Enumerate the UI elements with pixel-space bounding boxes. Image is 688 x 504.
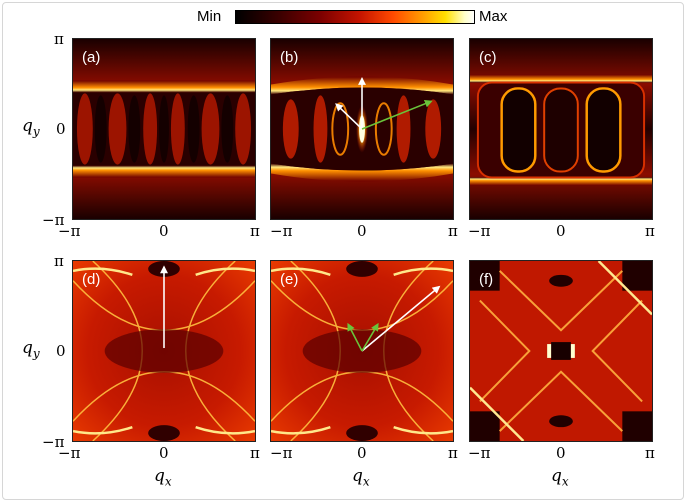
x-tick-neg-pi-b: −π bbox=[270, 222, 293, 240]
panel-label-e: (e) bbox=[280, 271, 299, 288]
y-tick-pi-row1: π bbox=[54, 30, 64, 48]
x-tick-neg-pi-f: −π bbox=[468, 444, 491, 462]
x-tick-pi-b: π bbox=[448, 222, 458, 240]
panel-f: (f) bbox=[469, 260, 653, 442]
x-tick-zero-b: 0 bbox=[357, 222, 367, 240]
y-tick-zero-row1: 0 bbox=[56, 120, 66, 138]
panel-label-d: (d) bbox=[82, 271, 101, 288]
y-tick-neg-pi-row1: −π bbox=[42, 211, 65, 229]
x-tick-zero-d: 0 bbox=[159, 444, 169, 462]
panel-b: (b) bbox=[270, 38, 454, 220]
panel-c: (c) bbox=[469, 38, 653, 220]
panel-label-a: (a) bbox=[82, 49, 101, 66]
x-tick-neg-pi-a: −π bbox=[58, 222, 81, 240]
x-tick-pi-d: π bbox=[250, 444, 260, 462]
figure-frame bbox=[2, 2, 684, 500]
panel-label-b: (b) bbox=[280, 49, 299, 66]
y-tick-pi-row2: π bbox=[54, 252, 64, 270]
panel-c-map bbox=[470, 39, 652, 219]
x-tick-pi-f: π bbox=[645, 444, 655, 462]
colorbar-max-label: Max bbox=[479, 8, 508, 25]
x-tick-neg-pi-d: −π bbox=[58, 444, 81, 462]
panel-e-map bbox=[271, 261, 453, 441]
x-tick-zero-f: 0 bbox=[556, 444, 566, 462]
panel-e: (e) bbox=[270, 260, 454, 442]
panel-label-f: (f) bbox=[479, 271, 494, 288]
x-tick-neg-pi-e: −π bbox=[270, 444, 293, 462]
x-tick-zero-c: 0 bbox=[556, 222, 566, 240]
x-axis-label-e: qx bbox=[352, 466, 370, 489]
x-tick-neg-pi-c: −π bbox=[468, 222, 491, 240]
colorbar-min-label: Min bbox=[197, 8, 222, 25]
x-tick-zero-e: 0 bbox=[357, 444, 367, 462]
panel-d-map bbox=[73, 261, 255, 441]
y-axis-label-row2: qy bbox=[22, 338, 40, 361]
panel-a: (a) bbox=[72, 38, 256, 220]
y-axis-label-row1: qy bbox=[22, 116, 40, 139]
y-tick-neg-pi-row2: −π bbox=[42, 433, 65, 451]
x-tick-pi-a: π bbox=[250, 222, 260, 240]
panel-d: (d) bbox=[72, 260, 256, 442]
x-tick-pi-c: π bbox=[645, 222, 655, 240]
colorbar bbox=[235, 10, 475, 24]
x-tick-pi-e: π bbox=[448, 444, 458, 462]
x-axis-label-f: qx bbox=[551, 466, 569, 489]
y-tick-zero-row2: 0 bbox=[56, 342, 66, 360]
panel-f-map bbox=[470, 261, 652, 441]
panel-a-map bbox=[73, 39, 255, 219]
x-tick-zero-a: 0 bbox=[159, 222, 169, 240]
panel-b-map bbox=[271, 39, 453, 219]
x-axis-label-d: qx bbox=[154, 466, 172, 489]
panel-label-c: (c) bbox=[479, 49, 497, 66]
